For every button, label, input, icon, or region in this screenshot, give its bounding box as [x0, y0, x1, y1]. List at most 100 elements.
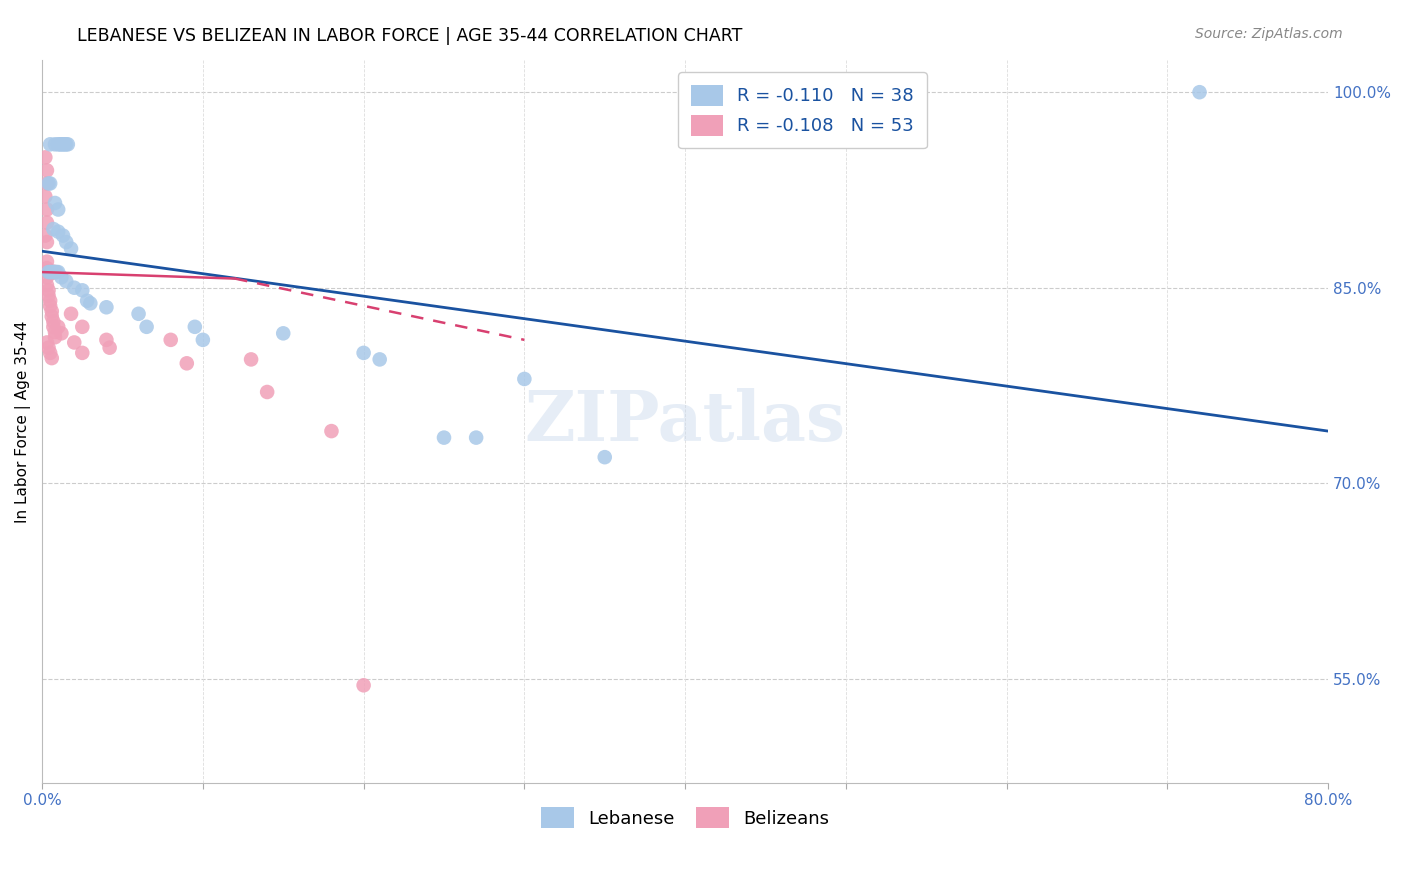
Point [39, 265, 62, 279]
Point [39, 293, 62, 308]
Point [184, 319, 207, 334]
Point [49, 137, 72, 152]
Point [368, 352, 391, 367]
Point [39, 265, 62, 279]
Point [44, 137, 66, 152]
Point [72, 346, 94, 360]
Point [35, 215, 58, 229]
Point [72, 319, 94, 334]
Point [39, 265, 62, 279]
Point [39, 299, 62, 313]
Point [159, 333, 181, 347]
Point [433, 431, 456, 445]
Point [38, 177, 60, 191]
Point [42, 319, 65, 334]
Point [35, 163, 58, 178]
Text: ZIPatlas: ZIPatlas [524, 388, 845, 455]
Point [35, 177, 58, 191]
Point [35, 254, 58, 268]
Point [79, 296, 101, 310]
Point [35, 261, 58, 276]
Point [34, 228, 56, 243]
Point [63, 281, 86, 295]
Point [42, 265, 65, 279]
Point [513, 372, 536, 386]
Point [44, 325, 66, 339]
Point [52, 137, 75, 152]
Point [96, 333, 118, 347]
Point [42, 315, 65, 329]
Point [55, 235, 77, 249]
Point [35, 270, 58, 285]
Point [56, 137, 79, 152]
Point [39, 177, 62, 191]
Point [34, 189, 56, 203]
Point [271, 326, 294, 341]
Point [41, 265, 63, 279]
Point [39, 137, 62, 152]
Point [41, 351, 63, 365]
Point [44, 196, 66, 211]
Point [51, 326, 73, 341]
Point [35, 235, 58, 249]
Point [41, 310, 63, 324]
Point [41, 304, 63, 318]
Point [39, 265, 62, 279]
Point [44, 265, 66, 279]
Point [41, 265, 63, 279]
Point [53, 137, 76, 152]
Point [44, 265, 66, 279]
Point [41, 265, 63, 279]
Legend: Lebanese, Belizeans: Lebanese, Belizeans [534, 800, 837, 836]
Point [51, 270, 73, 285]
Point [135, 319, 157, 334]
Point [52, 228, 75, 243]
Point [46, 265, 69, 279]
Point [35, 278, 58, 293]
Point [35, 202, 58, 217]
Point [465, 431, 488, 445]
Point [353, 678, 375, 692]
Point [55, 137, 77, 152]
Point [593, 450, 616, 465]
Point [128, 307, 150, 321]
Point [76, 293, 98, 308]
Point [51, 137, 73, 152]
Point [256, 384, 278, 399]
Point [63, 335, 86, 350]
Y-axis label: In Labor Force | Age 35-44: In Labor Force | Age 35-44 [15, 320, 31, 523]
Point [72, 283, 94, 297]
Point [46, 319, 69, 334]
Point [46, 225, 69, 239]
Point [38, 283, 60, 297]
Point [191, 333, 214, 347]
Point [60, 242, 83, 256]
Point [176, 356, 198, 370]
Point [38, 265, 60, 279]
Point [42, 222, 65, 236]
Point [55, 274, 77, 288]
Point [39, 346, 62, 360]
Text: Source: ZipAtlas.com: Source: ZipAtlas.com [1195, 27, 1343, 41]
Point [38, 265, 60, 279]
Point [240, 352, 263, 367]
Point [321, 424, 343, 438]
Point [34, 150, 56, 164]
Point [38, 288, 60, 302]
Point [44, 265, 66, 279]
Point [60, 307, 83, 321]
Point [35, 335, 58, 350]
Point [44, 330, 66, 344]
Point [353, 346, 375, 360]
Point [46, 202, 69, 217]
Point [46, 137, 69, 152]
Point [42, 265, 65, 279]
Point [98, 341, 121, 355]
Point [38, 341, 60, 355]
Text: LEBANESE VS BELIZEAN IN LABOR FORCE | AGE 35-44 CORRELATION CHART: LEBANESE VS BELIZEAN IN LABOR FORCE | AG… [77, 27, 742, 45]
Point [96, 300, 118, 314]
Point [38, 265, 60, 279]
Point [45, 265, 67, 279]
Point [38, 265, 60, 279]
Point [42, 265, 65, 279]
